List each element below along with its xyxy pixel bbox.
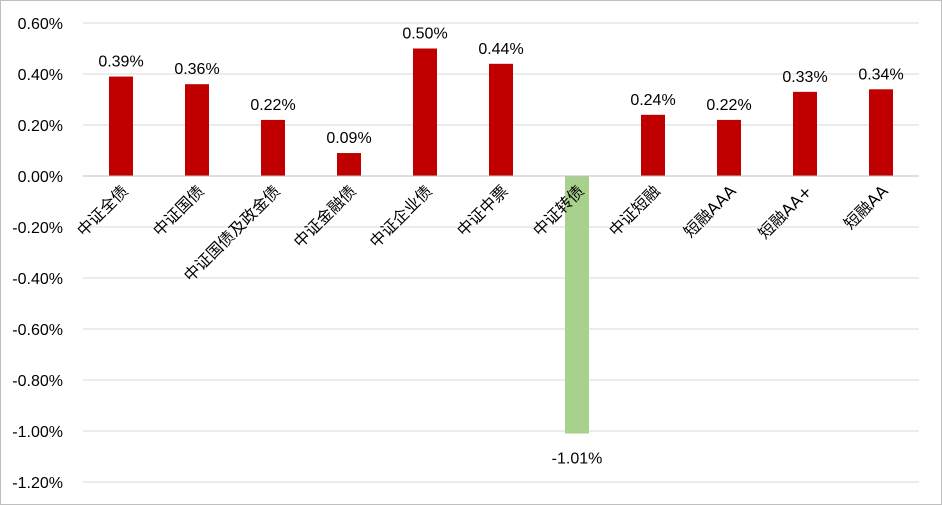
- category-label: 中证金融债: [290, 181, 360, 251]
- data-label: 0.22%: [706, 97, 751, 114]
- category-label: 短融AAA: [680, 181, 740, 241]
- data-label: 0.44%: [478, 41, 523, 58]
- y-tick-label: 0.00%: [18, 169, 63, 186]
- category-label: 中证短融: [605, 181, 664, 240]
- bar: [565, 176, 589, 434]
- bar: [641, 114, 665, 176]
- data-label: -1.01%: [552, 451, 603, 468]
- y-tick-label: -0.60%: [12, 322, 63, 339]
- grid-lines: [83, 22, 919, 483]
- category-label: 中证国债: [149, 181, 208, 240]
- category-label: 中证全债: [73, 181, 132, 240]
- y-tick-label: 0.60%: [18, 16, 63, 33]
- data-label: 0.34%: [858, 66, 903, 83]
- data-label: 0.22%: [250, 97, 295, 114]
- data-label: 0.39%: [98, 54, 143, 71]
- category-label: 短融AA+: [754, 181, 815, 242]
- bar: [489, 63, 513, 176]
- y-tick-label: -0.40%: [12, 271, 63, 288]
- data-label: 0.24%: [630, 92, 675, 109]
- y-axis-tick-labels: 0.60% 0.40% 0.20% 0.00% -0.20% -0.40% -0.60% -0…: [12, 16, 63, 492]
- bar: [109, 76, 133, 176]
- y-tick-label: -0.80%: [12, 373, 63, 390]
- y-tick-label: 0.40%: [18, 67, 63, 84]
- bar: [717, 119, 741, 176]
- category-label: 短融AA: [840, 181, 892, 233]
- y-tick-label: -1.00%: [12, 424, 63, 441]
- data-label: 0.09%: [326, 130, 371, 147]
- bar: [413, 48, 437, 176]
- bars: [109, 48, 893, 434]
- data-labels: 0.39% 0.36% 0.22% 0.09% 0.50% 0.44% -1.01% 0.24…: [98, 26, 903, 468]
- category-label: 中证中票: [453, 181, 512, 240]
- y-tick-label: -0.20%: [12, 220, 63, 237]
- bar: [337, 153, 361, 176]
- bar: [185, 84, 209, 176]
- data-label: 0.36%: [174, 61, 219, 78]
- bar: [869, 89, 893, 176]
- data-label: 0.50%: [402, 26, 447, 43]
- data-label: 0.33%: [782, 69, 827, 86]
- y-tick-label: 0.20%: [18, 118, 63, 135]
- bar: [261, 119, 285, 176]
- category-label: 中证企业债: [366, 181, 436, 251]
- y-tick-label: -1.20%: [12, 475, 63, 492]
- bar: [793, 91, 817, 176]
